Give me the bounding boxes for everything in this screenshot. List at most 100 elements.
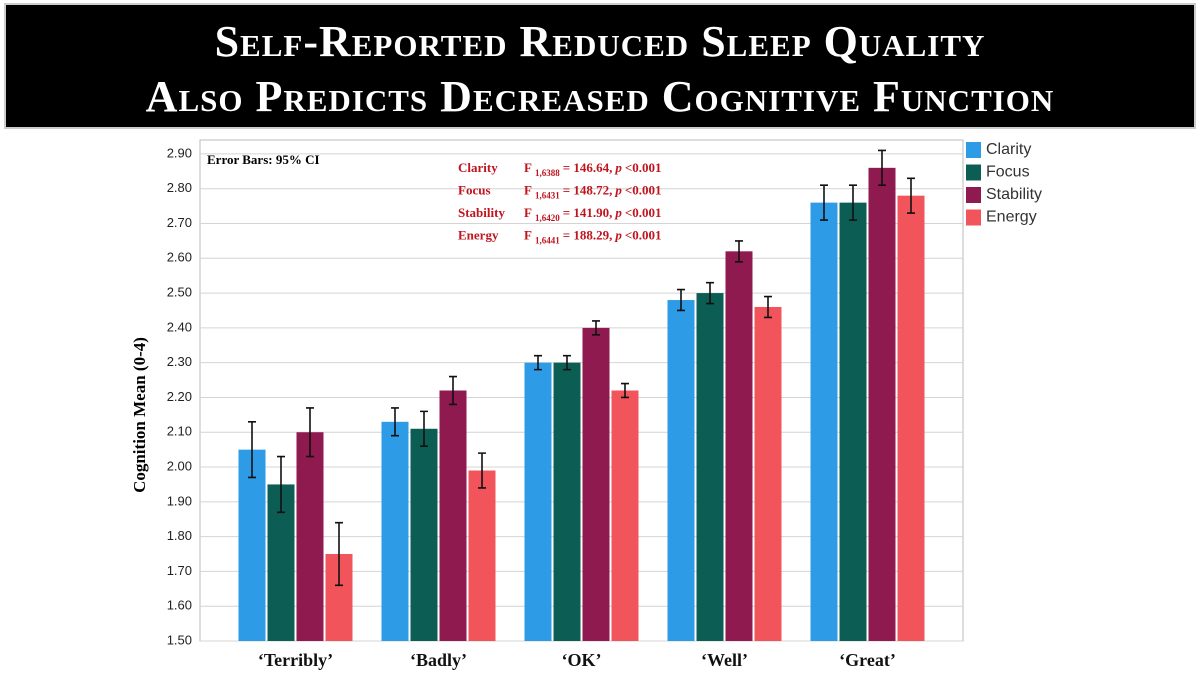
error-bar bbox=[677, 288, 685, 312]
stat-value: F 1,6388 = 146.64, p <0.001 bbox=[524, 160, 662, 178]
stat-name: Energy bbox=[458, 228, 499, 243]
stat-value: F 1,6420 = 141.90, p <0.001 bbox=[524, 205, 662, 223]
bar bbox=[667, 300, 695, 641]
stat-f: F bbox=[524, 160, 532, 175]
legend-swatch bbox=[966, 187, 981, 203]
stat-p: p bbox=[614, 205, 622, 220]
y-tick-label: 2.00 bbox=[167, 458, 192, 473]
legend-label: Focus bbox=[986, 164, 1030, 181]
bar bbox=[754, 307, 782, 641]
error-bar bbox=[420, 410, 428, 447]
error-bar bbox=[706, 281, 714, 305]
stat-stat: = 146.64, bbox=[563, 160, 613, 175]
bar bbox=[696, 293, 724, 641]
error-bar bbox=[478, 452, 486, 489]
bar bbox=[468, 470, 496, 641]
chart-title: Self-Reported Reduced Sleep Quality bbox=[215, 17, 986, 66]
y-tick-label: 2.20 bbox=[167, 389, 192, 404]
y-tick-label: 1.60 bbox=[167, 598, 192, 613]
y-tick-label: 2.60 bbox=[167, 250, 192, 265]
error-bar bbox=[563, 354, 571, 371]
stat-f: F bbox=[524, 228, 532, 243]
y-tick-label: 2.30 bbox=[167, 354, 192, 369]
stat-value: F 1,6441 = 188.29, p <0.001 bbox=[524, 228, 662, 246]
bar bbox=[810, 202, 838, 641]
stat-name: Clarity bbox=[458, 160, 498, 175]
error-bar bbox=[878, 149, 886, 187]
stat-p: p bbox=[614, 228, 622, 243]
stat-name: Stability bbox=[458, 205, 505, 220]
y-tick-label: 2.80 bbox=[167, 180, 192, 195]
error-bar bbox=[735, 240, 743, 263]
y-tick-label: 2.50 bbox=[167, 285, 192, 300]
bar bbox=[611, 390, 639, 641]
stat-p: p bbox=[614, 160, 622, 175]
chart-title: Also Predicts Decreased Cognitive Functi… bbox=[146, 72, 1055, 121]
stat-f: F bbox=[524, 183, 532, 198]
legend-swatch bbox=[966, 164, 981, 181]
bar bbox=[410, 428, 438, 641]
legend-label: Clarity bbox=[986, 141, 1031, 158]
stat-df: 1,6388 bbox=[535, 168, 560, 178]
x-tick-label: ‘Great’ bbox=[839, 650, 896, 670]
stat-value: F 1,6431 = 148.72, p <0.001 bbox=[524, 183, 662, 201]
y-axis-label: Cognition Mean (0-4) bbox=[130, 337, 149, 493]
error-bar bbox=[849, 184, 857, 221]
error-bar bbox=[764, 295, 772, 319]
stat-threshold: <0.001 bbox=[625, 228, 662, 243]
error-bar bbox=[907, 177, 915, 214]
y-tick-label: 1.50 bbox=[167, 632, 192, 647]
stat-stat: = 188.29, bbox=[563, 228, 613, 243]
bar bbox=[296, 432, 324, 641]
error-bar bbox=[621, 382, 629, 399]
y-tick-label: 2.40 bbox=[167, 319, 192, 334]
legend-swatch bbox=[966, 209, 981, 226]
bar bbox=[238, 449, 266, 641]
error-bar bbox=[449, 375, 457, 406]
y-tick-label: 1.80 bbox=[167, 528, 192, 543]
stat-df: 1,6441 bbox=[535, 236, 560, 246]
stat-p: p bbox=[614, 183, 622, 198]
bar bbox=[524, 362, 552, 641]
stat-df: 1,6420 bbox=[535, 213, 560, 223]
bar bbox=[725, 251, 753, 642]
stat-stat: = 148.72, bbox=[563, 183, 613, 198]
stat-threshold: <0.001 bbox=[625, 160, 662, 175]
error-bar bbox=[248, 421, 256, 479]
error-bar bbox=[277, 455, 285, 514]
bar bbox=[553, 362, 581, 641]
x-tick-label: ‘Badly’ bbox=[410, 650, 467, 670]
stat-threshold: <0.001 bbox=[625, 205, 662, 220]
error-bar bbox=[391, 407, 399, 437]
legend-label: Stability bbox=[986, 186, 1042, 203]
stat-threshold: <0.001 bbox=[625, 183, 662, 198]
bar bbox=[582, 327, 610, 641]
error-note: Error Bars: 95% CI bbox=[207, 152, 320, 167]
error-bar bbox=[592, 320, 600, 336]
error-bar bbox=[534, 354, 542, 371]
title-box bbox=[4, 3, 1196, 129]
bar bbox=[897, 195, 925, 641]
bar bbox=[868, 167, 896, 642]
stat-df: 1,6431 bbox=[535, 191, 560, 201]
x-tick-label: ‘OK’ bbox=[562, 650, 602, 670]
y-tick-label: 2.70 bbox=[167, 215, 192, 230]
legend-swatch bbox=[966, 142, 981, 158]
stat-stat: = 141.90, bbox=[563, 205, 613, 220]
error-bar bbox=[335, 521, 343, 587]
bar bbox=[381, 421, 409, 641]
bar bbox=[839, 202, 867, 641]
x-tick-label: ‘Well’ bbox=[701, 650, 748, 670]
stat-name: Focus bbox=[458, 183, 491, 198]
error-bar bbox=[820, 184, 828, 221]
legend-label: Energy bbox=[986, 209, 1037, 226]
y-tick-label: 1.70 bbox=[167, 563, 192, 578]
x-tick-label: ‘Terribly’ bbox=[258, 650, 333, 670]
y-tick-label: 2.10 bbox=[167, 424, 192, 439]
y-tick-label: 1.90 bbox=[167, 493, 192, 508]
error-bar bbox=[306, 407, 314, 458]
y-tick-label: 2.90 bbox=[167, 145, 192, 160]
bar bbox=[439, 390, 467, 641]
stat-f: F bbox=[524, 205, 532, 220]
